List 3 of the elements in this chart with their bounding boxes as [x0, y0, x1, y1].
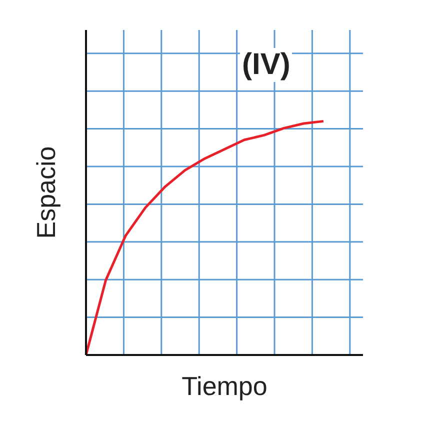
text: (IV) — [240, 48, 292, 82]
x-axis-title: Tiempo — [182, 371, 268, 401]
y-axis-title: Espacio — [31, 146, 62, 239]
